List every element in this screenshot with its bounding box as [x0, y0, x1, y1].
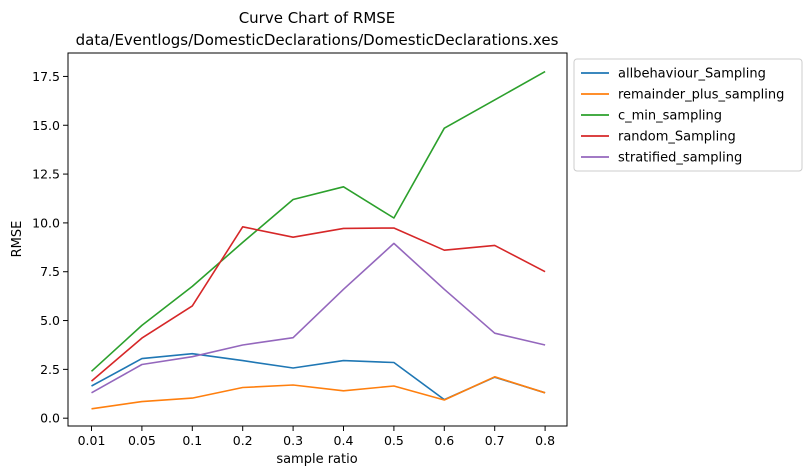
y-axis-label: RMSE — [10, 221, 25, 258]
x-axis: 0.01 0.05 0.1 0.2 0.3 0.4 0.5 0.6 0.7 0.8 — [78, 426, 555, 448]
y-tick-label: 0.0 — [40, 411, 60, 426]
legend-label: allbehaviour_Sampling — [618, 67, 766, 82]
y-tick-label: 15.0 — [32, 118, 60, 133]
chart-title: Curve Chart of RMSE — [239, 9, 396, 27]
legend-label: remainder_plus_sampling — [618, 88, 784, 103]
legend-label: stratified_sampling — [618, 151, 742, 166]
series-line-random_Sampling — [90, 226, 546, 382]
y-tick-label: 12.5 — [32, 167, 60, 182]
legend-label: c_min_sampling — [618, 109, 722, 124]
x-tick-label: 0.5 — [384, 433, 404, 448]
chart-subtitle: data/Eventlogs/DomesticDeclarations/Dome… — [76, 31, 559, 49]
series-line-allbehaviour_Sampling — [91, 352, 546, 401]
legend-label: random_Sampling — [618, 130, 736, 145]
x-tick-label: 0.3 — [283, 433, 303, 448]
x-tick-label: 0.05 — [128, 433, 156, 448]
x-tick-label: 0.2 — [233, 433, 253, 448]
legend: allbehaviour_Sampling remainder_plus_samp… — [573, 58, 803, 172]
x-tick-label: 0.01 — [78, 433, 106, 448]
legend-box — [573, 58, 803, 172]
x-tick-label: 0.8 — [535, 433, 555, 448]
y-tick-label: 2.5 — [40, 362, 60, 377]
x-tick-label: 0.6 — [434, 433, 454, 448]
y-tick-label: 10.0 — [32, 215, 60, 230]
x-tick-label: 0.7 — [485, 433, 505, 448]
x-tick-label: 0.1 — [182, 433, 202, 448]
series-line-stratified_sampling — [91, 242, 546, 394]
plot-frame — [67, 52, 568, 427]
y-tick-label: 7.5 — [40, 264, 60, 279]
series-line-c_min_sampling — [90, 70, 546, 372]
y-tick-label: 17.5 — [32, 69, 60, 84]
x-tick-label: 0.4 — [334, 433, 354, 448]
series-line-remainder_plus_sampling — [91, 375, 546, 410]
x-axis-label: sample ratio — [276, 452, 357, 467]
y-tick-label: 5.0 — [40, 313, 60, 328]
plot-area — [90, 70, 546, 410]
y-axis: 0.0 2.5 5.0 7.5 10.0 12.5 15.0 17.5 — [32, 69, 68, 426]
